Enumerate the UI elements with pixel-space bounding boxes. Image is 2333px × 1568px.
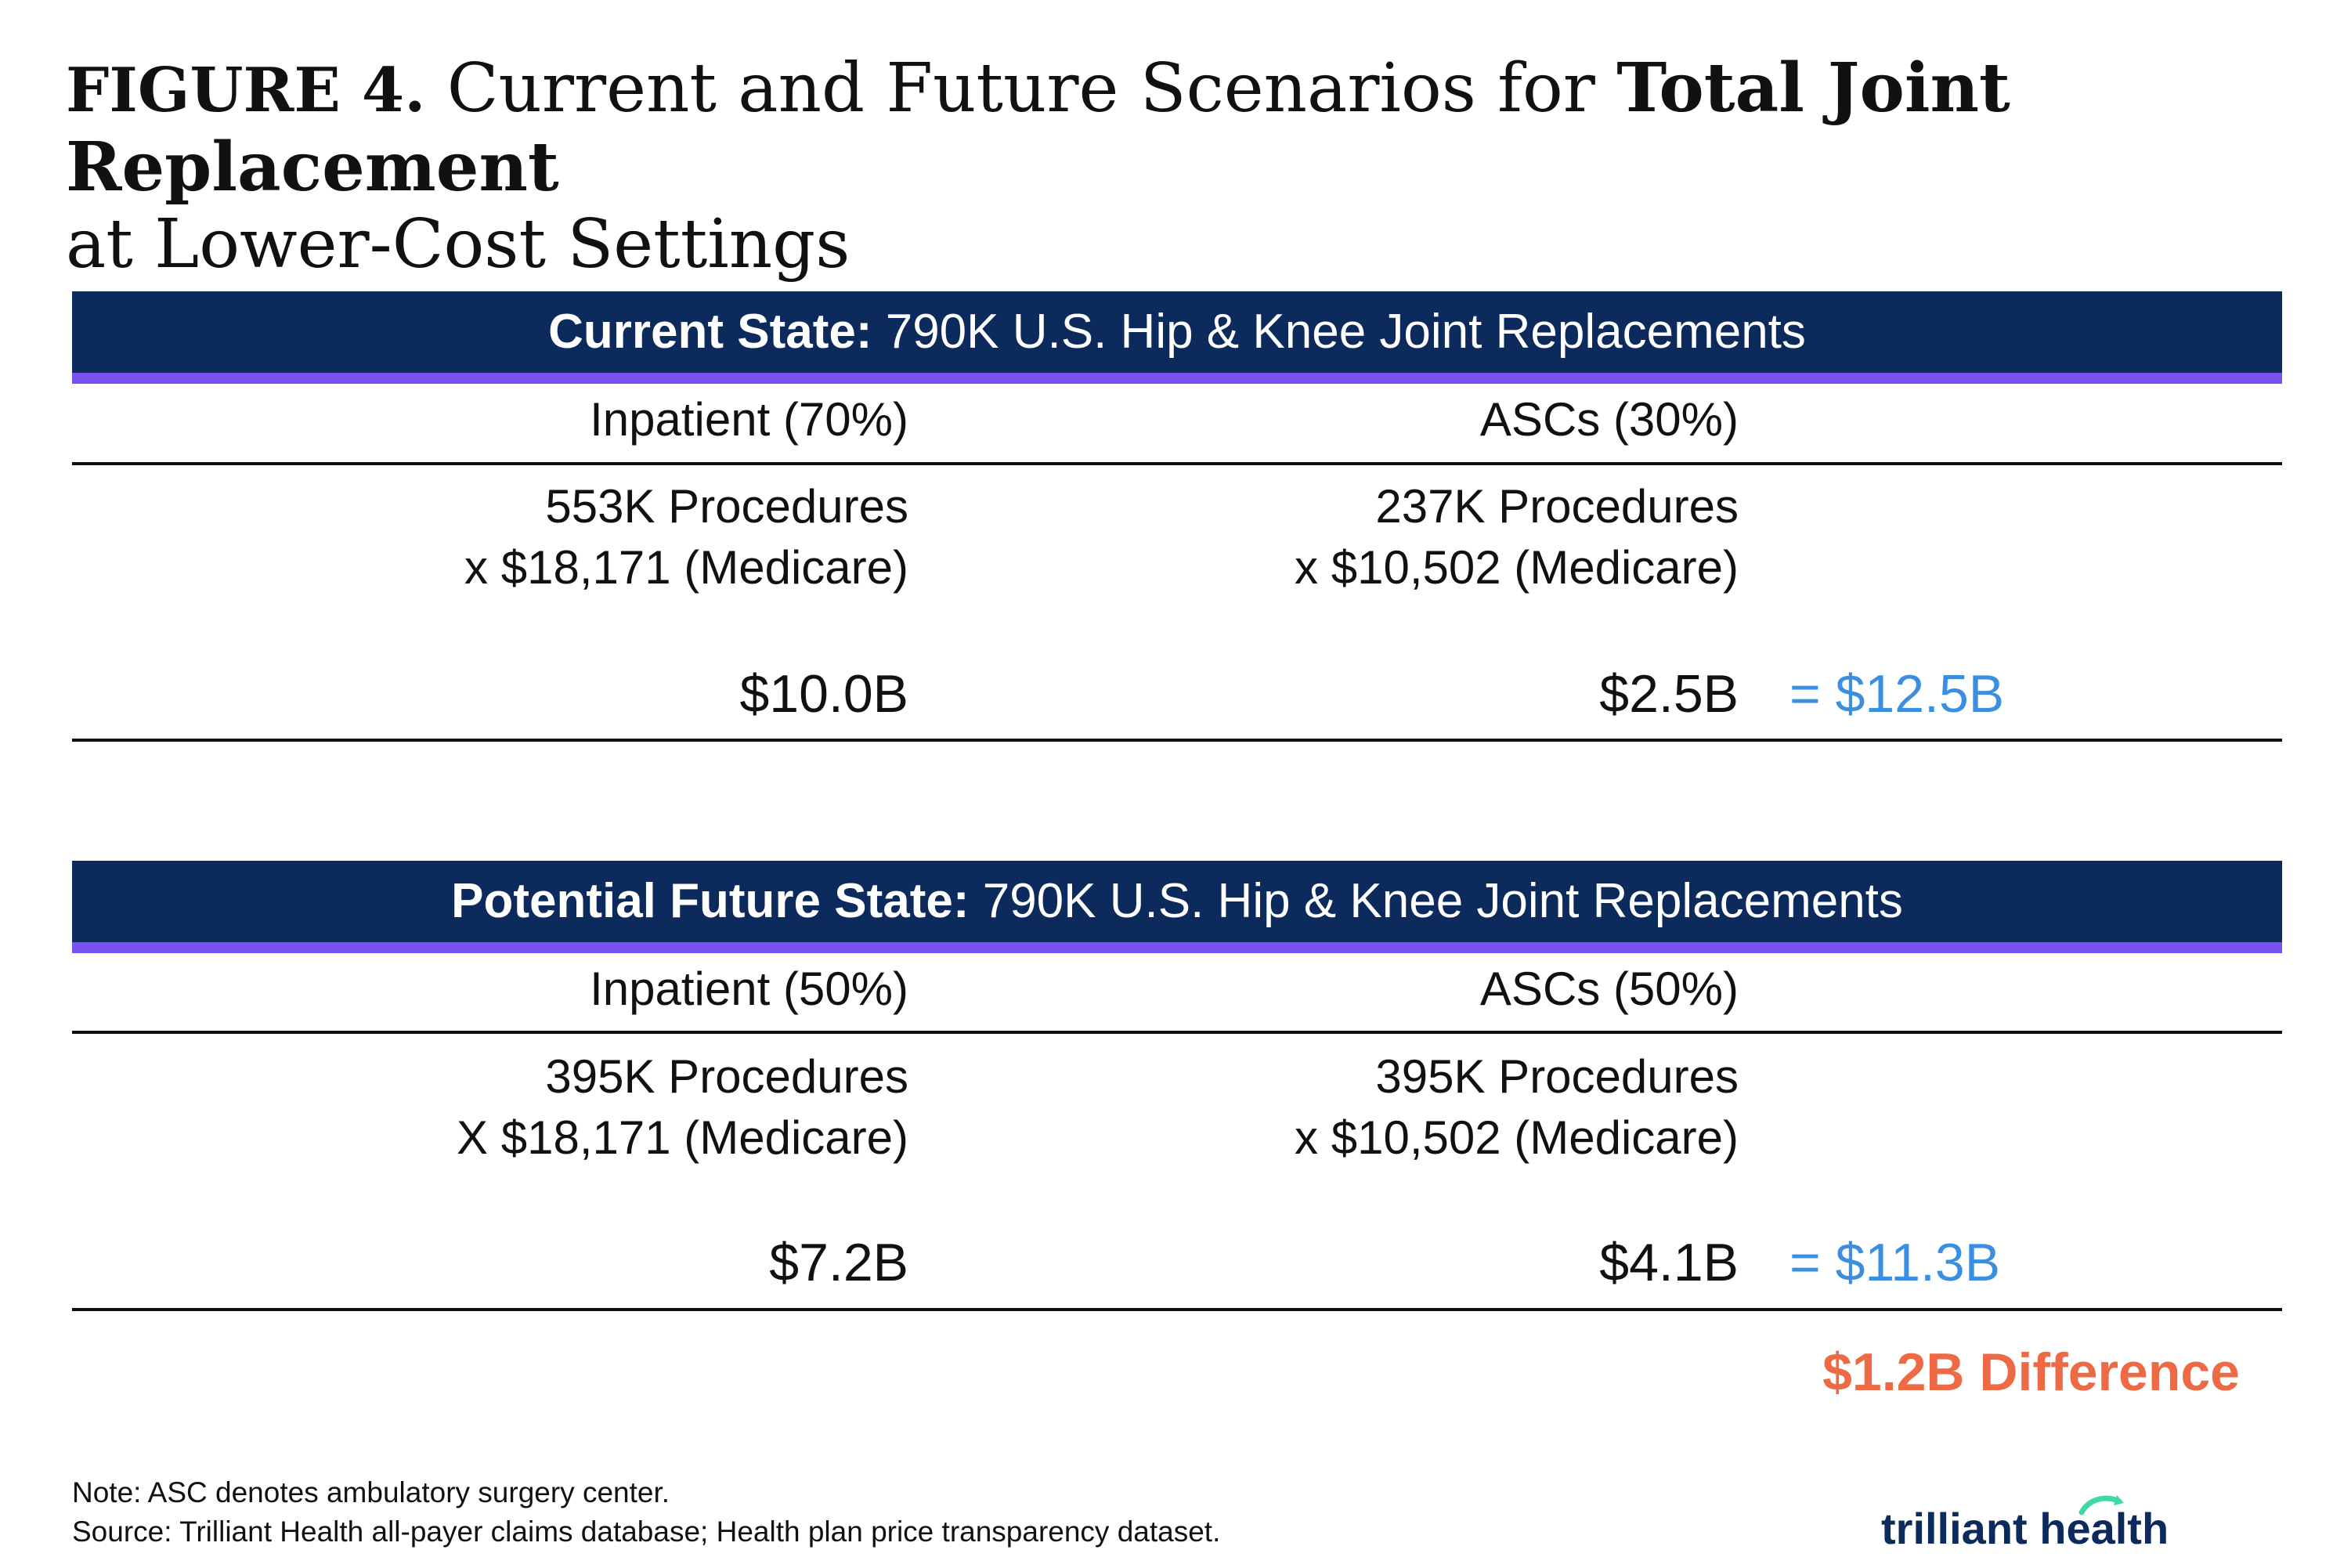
current-inpatient-price: x $18,171 (Medicare) (464, 541, 908, 594)
trilliant-health-logo: trilliant health (1880, 1492, 2271, 1555)
future-header-rule (72, 1031, 2282, 1034)
future-bottom-rule (72, 1308, 2282, 1311)
future-total: = $11.3B (1789, 1233, 2001, 1292)
future-inpatient-label: Inpatient (50%) (590, 963, 908, 1015)
future-state-header: Potential Future State: 790K U.S. Hip & … (72, 861, 2282, 953)
title-bold: Total Joint Replacement (66, 49, 2010, 207)
current-asc-procedures: 237K Procedures (1375, 480, 1739, 533)
title-part1: Current and Future Scenarios for (446, 49, 1595, 128)
future-state-header-rest: 790K U.S. Hip & Knee Joint Replacements (982, 874, 1903, 928)
current-asc-price: x $10,502 (Medicare) (1295, 541, 1739, 594)
footnote-note: Note: ASC denotes ambulatory surgery cen… (72, 1476, 670, 1508)
current-asc-label: ASCs (30%) (1479, 393, 1739, 446)
current-bottom-rule (72, 739, 2282, 742)
current-inpatient-amount: $10.0B (739, 664, 908, 724)
title-part2: at Lower-Cost Settings (66, 205, 850, 284)
future-asc-price: x $10,502 (Medicare) (1295, 1111, 1739, 1164)
future-state-header-bold: Potential Future State: (451, 874, 970, 928)
difference-callout: $1.2B Difference (1822, 1342, 2240, 1402)
current-header-rule (72, 462, 2282, 465)
logo-text: trilliant health (1881, 1504, 2169, 1553)
future-asc-amount: $4.1B (1599, 1233, 1739, 1292)
future-inpatient-price: X $18,171 (Medicare) (457, 1111, 908, 1164)
current-state-header-bold: Current State: (548, 305, 872, 359)
footnote-source: Source: Trilliant Health all-payer claim… (72, 1516, 1221, 1548)
current-total: = $12.5B (1789, 664, 2005, 724)
figure-label: FIGURE 4. (66, 55, 426, 126)
current-state-header: Current State: 790K U.S. Hip & Knee Join… (72, 291, 2282, 384)
future-asc-procedures: 395K Procedures (1375, 1050, 1739, 1103)
figure-title: FIGURE 4. Current and Future Scenarios f… (66, 49, 2274, 284)
current-asc-amount: $2.5B (1599, 664, 1739, 724)
future-inpatient-procedures: 395K Procedures (545, 1050, 908, 1103)
current-inpatient-label: Inpatient (70%) (590, 393, 908, 446)
future-inpatient-amount: $7.2B (769, 1233, 908, 1292)
future-asc-label: ASCs (50%) (1479, 963, 1739, 1015)
current-inpatient-procedures: 553K Procedures (545, 480, 908, 533)
trilliant-health-logo-icon: trilliant health (1881, 1495, 2169, 1553)
current-state-header-rest: 790K U.S. Hip & Knee Joint Replacements (885, 305, 1806, 359)
